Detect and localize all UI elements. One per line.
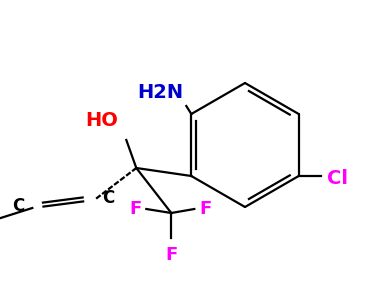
- Text: C: C: [12, 197, 24, 215]
- Text: Cl: Cl: [327, 169, 348, 188]
- Text: F: F: [199, 200, 211, 218]
- Text: HO: HO: [85, 111, 118, 130]
- Text: F: F: [129, 200, 141, 218]
- Text: C: C: [102, 189, 115, 207]
- Text: F: F: [165, 246, 178, 264]
- Text: H2N: H2N: [137, 83, 183, 102]
